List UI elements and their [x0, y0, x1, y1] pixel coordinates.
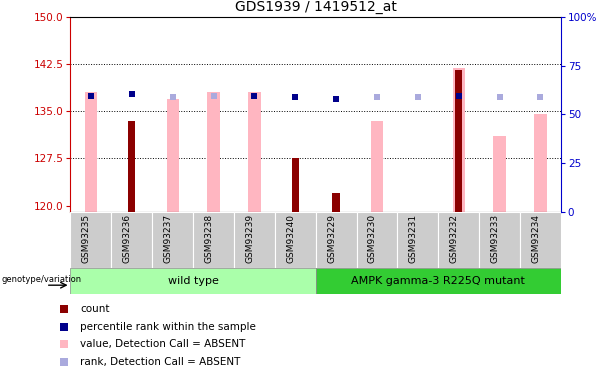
Bar [112, 212, 152, 268]
Bar [207, 92, 219, 212]
Bar [70, 268, 316, 294]
Bar [438, 212, 479, 268]
Bar [493, 136, 506, 212]
Text: value, Detection Call = ABSENT: value, Detection Call = ABSENT [80, 339, 246, 350]
Bar [70, 212, 112, 268]
Text: GSM93236: GSM93236 [123, 214, 132, 263]
Bar [479, 212, 520, 268]
Text: GSM93233: GSM93233 [490, 214, 500, 263]
Text: GSM93230: GSM93230 [368, 214, 377, 263]
Text: GSM93229: GSM93229 [327, 214, 336, 262]
Text: GSM93239: GSM93239 [245, 214, 254, 263]
Text: GSM93238: GSM93238 [205, 214, 213, 263]
Bar [248, 92, 261, 212]
Bar [275, 212, 316, 268]
Bar [332, 193, 340, 212]
Bar [520, 212, 561, 268]
Bar [234, 212, 275, 268]
Text: count: count [80, 304, 110, 314]
Text: GSM93240: GSM93240 [286, 214, 295, 262]
Text: rank, Detection Call = ABSENT: rank, Detection Call = ABSENT [80, 357, 241, 367]
Bar [292, 158, 299, 212]
Text: percentile rank within the sample: percentile rank within the sample [80, 322, 256, 332]
Text: genotype/variation: genotype/variation [1, 274, 82, 284]
Bar [85, 92, 97, 212]
Bar [193, 212, 234, 268]
Text: GSM93234: GSM93234 [531, 214, 541, 262]
Bar [357, 212, 397, 268]
Bar [167, 99, 179, 212]
Bar [316, 268, 561, 294]
Bar [371, 121, 383, 212]
Bar [535, 114, 547, 212]
Bar [128, 121, 135, 212]
Bar [452, 69, 465, 212]
Text: GSM93232: GSM93232 [450, 214, 459, 262]
Title: GDS1939 / 1419512_at: GDS1939 / 1419512_at [235, 0, 397, 15]
Text: GSM93235: GSM93235 [82, 214, 91, 263]
Bar [152, 212, 193, 268]
Text: AMPK gamma-3 R225Q mutant: AMPK gamma-3 R225Q mutant [351, 276, 525, 286]
Text: GSM93237: GSM93237 [164, 214, 173, 263]
Text: GSM93231: GSM93231 [409, 214, 418, 263]
Text: wild type: wild type [168, 276, 218, 286]
Bar [316, 212, 357, 268]
Bar [397, 212, 438, 268]
Bar [455, 70, 462, 212]
